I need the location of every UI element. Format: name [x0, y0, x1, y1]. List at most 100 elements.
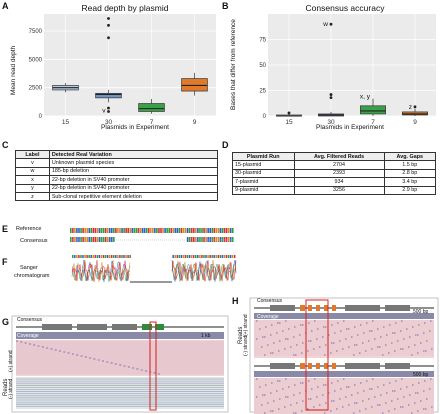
outlier-point: [107, 106, 110, 110]
reference-base: [207, 228, 209, 233]
base-call: [84, 255, 86, 258]
reference-base: [111, 228, 113, 233]
consensus-base: [74, 237, 76, 242]
base-call: [188, 255, 191, 258]
feature-block: [385, 305, 410, 311]
chromatogram-trace: [171, 260, 237, 282]
x-tick-label: 7: [371, 119, 375, 126]
chart-a-title: Read depth by plasmid: [81, 3, 169, 13]
consensus-base: [92, 237, 95, 242]
reference-base: [195, 228, 197, 233]
consensus-base: [113, 237, 115, 242]
chart-a-xlabel: Plasmids in Experiment: [101, 124, 169, 131]
base-call: [199, 255, 201, 258]
base-call: [229, 255, 232, 258]
table-c-header: Detected Real Variation: [48, 149, 219, 160]
base-call: [72, 255, 74, 258]
table-cell: Unknown plasmid species: [48, 158, 219, 168]
panel-letter-b: B: [222, 1, 229, 11]
repeat-element: [332, 363, 336, 369]
x-tick-label: 30: [327, 119, 335, 126]
reference-base: [84, 228, 86, 233]
base-call: [217, 255, 220, 258]
base-call: [195, 255, 197, 258]
reference-base: [229, 228, 232, 233]
consensus-base: [209, 237, 211, 242]
highlight-box: [305, 299, 329, 411]
table-cell: 15-plasmid: [232, 160, 295, 170]
outlier-point: [287, 111, 291, 115]
sanger-label: Sanger: [20, 265, 38, 271]
base-call: [201, 255, 203, 258]
reference-base: [184, 228, 187, 233]
feature-block: [42, 324, 72, 330]
reference-base: [82, 228, 84, 233]
reference-base: [80, 228, 82, 233]
box: [95, 92, 122, 99]
base-call: [203, 255, 205, 258]
reference-base: [154, 228, 156, 233]
x-tick-label: 15: [285, 119, 293, 126]
base-call: [100, 255, 103, 258]
table-cell: 2393: [293, 168, 385, 179]
reference-base: [164, 228, 166, 233]
consensus-base: [227, 237, 230, 242]
h-plus-strand-label: (+) strand: [243, 314, 249, 336]
reference-base: [119, 228, 121, 233]
outlier-point: [107, 110, 110, 113]
reference-base: [211, 228, 214, 233]
table-cell: 1.5 bp: [383, 160, 437, 170]
reference-base: [76, 228, 78, 233]
chromatogram-trace: [171, 259, 237, 282]
reference-base: [199, 228, 201, 233]
reference-base: [86, 228, 88, 233]
y-tick-label: 7500: [29, 29, 43, 35]
reference-base: [133, 228, 136, 233]
feature-block: [155, 324, 164, 330]
reference-base: [113, 228, 115, 233]
reference-base: [193, 228, 195, 233]
reference-base: [147, 228, 150, 233]
reference-base: [96, 228, 99, 233]
repeat-element: [308, 305, 312, 311]
box: [181, 78, 208, 92]
table-cell: y: [15, 183, 50, 193]
base-call: [211, 255, 213, 258]
h-coverage-label: Coverage: [257, 314, 279, 320]
h-consensus-label: Consensus: [257, 298, 283, 304]
consensus-base: [205, 237, 207, 242]
base-call: [209, 255, 211, 258]
reference-base: [115, 228, 117, 233]
reference-base: [186, 228, 189, 233]
igv-view-h: [249, 297, 439, 414]
reference-base: [143, 228, 146, 233]
reference-base: [74, 228, 76, 233]
consensus-base: [211, 237, 214, 242]
base-call: [90, 255, 92, 258]
base-call: [127, 255, 129, 258]
y-tick-label: 75: [259, 38, 266, 44]
coverage-track: [16, 332, 224, 339]
consensus-base: [219, 237, 222, 242]
reference-base: [176, 228, 179, 233]
alignment-track: [70, 228, 234, 242]
table-d-header: Avg. Filtered Reads: [293, 151, 385, 162]
table-cell: 7-plasmid: [232, 177, 295, 187]
outlier-point: [329, 93, 333, 96]
table-row: x 22-bp deletion in SV40 promoter: [15, 175, 219, 185]
reference-base: [219, 228, 222, 233]
reference-base: [104, 228, 107, 233]
reference-sequence-track: [70, 228, 234, 242]
base-call: [172, 255, 174, 258]
base-call: [184, 255, 187, 258]
reference-base: [127, 228, 129, 233]
table-cell: 9-plasmid: [232, 185, 295, 195]
table-cell: 3.4 bp: [383, 177, 437, 187]
coverage-track: [254, 371, 434, 377]
table-cell: w: [15, 166, 50, 177]
reference-base: [231, 228, 234, 233]
reference-base: [201, 228, 203, 233]
table-row: 9-plasmid 3256 2.9 bp: [232, 185, 437, 195]
base-call: [121, 255, 123, 258]
table-cell: 30-plasmid: [232, 168, 295, 179]
